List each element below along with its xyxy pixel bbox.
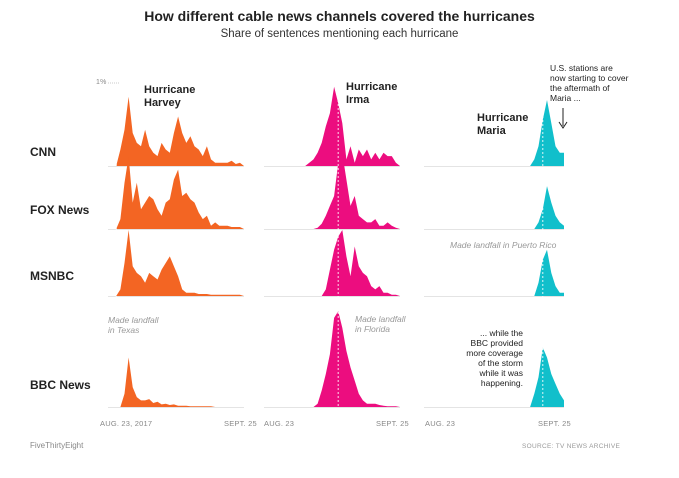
area-bbc-news-irma (264, 311, 400, 407)
row-label-bbc-news: BBC News (30, 378, 91, 392)
area-msnbc-harvey (108, 230, 244, 296)
x-tick-irma-start: AUG. 23 (264, 419, 295, 428)
irma-landfall-note: Made landfall in Florida (355, 314, 406, 334)
maria-column-title: Hurricane Maria (477, 112, 528, 138)
maria-landfall-note: Made landfall in Puerto Rico (450, 240, 557, 250)
irma-column-title: Hurricane Irma (346, 81, 397, 107)
irma-title-line1: Hurricane (346, 81, 398, 93)
row-label-cnn: CNN (30, 145, 56, 159)
harvey-title-line1: Hurricane (144, 84, 196, 96)
area-cnn-irma (264, 86, 400, 166)
arrow-head (558, 121, 568, 129)
brand-credit: FiveThirtyEight (30, 441, 84, 450)
us-stations-line1: U.S. stations are (550, 63, 613, 73)
area-fox-news-irma (264, 153, 400, 229)
chart-title: How different cable news channels covere… (144, 8, 535, 24)
chart-subtitle: Share of sentences mentioning each hurri… (220, 28, 459, 40)
bbc-note-line3: more coverage (466, 348, 523, 358)
area-bbc-news-maria (424, 347, 564, 407)
x-tick-harvey-start: AUG. 23, 2017 (100, 419, 153, 428)
area-fox-news-harvey (108, 156, 244, 229)
harvey-column-title: Hurricane Harvey (144, 84, 195, 110)
bbc-note-line4: of the storm (478, 358, 523, 368)
harvey-landfall-note: Made landfall in Texas (108, 315, 159, 335)
us-stations-line2: now starting to cover (550, 73, 629, 83)
bbc-note-line1: ... while the (480, 328, 523, 338)
harvey-landfall-line1: Made landfall (108, 315, 159, 325)
x-tick-irma-end: SEPT. 25 (376, 419, 409, 428)
bbc-note-line2: BBC provided (470, 338, 523, 348)
bbc-note-line6: happening. (480, 378, 523, 388)
irma-landfall-line1: Made landfall (355, 314, 406, 324)
x-tick-maria-end: SEPT. 25 (538, 419, 571, 428)
area-fox-news-maria (424, 186, 564, 229)
us-stations-line3: the aftermath of (550, 83, 610, 93)
harvey-title-line2: Harvey (144, 97, 181, 109)
irma-title-line2: Irma (346, 94, 370, 106)
maria-title-line2: Maria (477, 125, 506, 137)
bbc-coverage-note: ... while the BBC provided more coverage… (458, 328, 523, 388)
y-scale-label: 1% (96, 79, 107, 86)
harvey-landfall-line2: in Texas (108, 325, 140, 335)
area-cnn-harvey (108, 96, 244, 166)
area-cnn-maria (424, 100, 564, 166)
bbc-note-line5: while it was (479, 368, 523, 378)
us-stations-line4: Maria ... (550, 93, 581, 103)
area-msnbc-irma (264, 230, 400, 296)
maria-title-line1: Hurricane (477, 112, 529, 124)
x-tick-harvey-end: SEPT. 25 (224, 419, 257, 428)
area-msnbc-maria (424, 249, 564, 296)
irma-landfall-line2: in Florida (355, 324, 390, 334)
area-bbc-news-harvey (108, 357, 244, 407)
us-stations-note: U.S. stations are now starting to cover … (550, 63, 628, 103)
row-label-msnbc: MSNBC (30, 269, 74, 283)
row-label-fox-news: FOX News (30, 203, 90, 217)
source-credit: SOURCE: TV NEWS ARCHIVE (522, 443, 621, 450)
x-tick-maria-start: AUG. 23 (425, 419, 456, 428)
